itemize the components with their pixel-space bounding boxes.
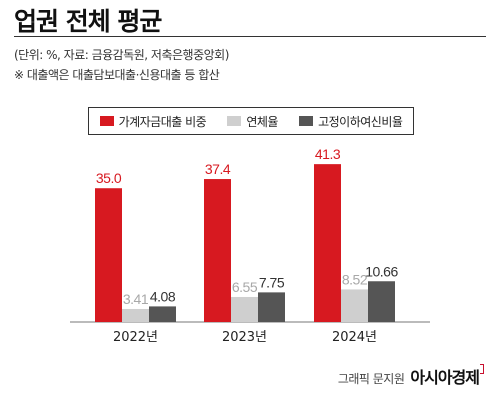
legend-swatch-delinquency — [227, 116, 242, 126]
value-label-delinquency-2: 8.52 — [342, 271, 368, 287]
legend-label-delinquency: 연체율 — [246, 114, 278, 129]
credit-line: 그래픽 문지원 아시아경제 — [338, 364, 484, 388]
bar-substandard-2 — [368, 281, 395, 322]
legend-label-household-loan: 가계자금대출 비중 — [118, 114, 207, 129]
bar-household-loan-2 — [314, 164, 341, 322]
value-label-household-loan-0: 35.0 — [96, 170, 122, 186]
legend-swatch-substandard — [299, 116, 314, 126]
legend-swatch-household-loan — [99, 116, 114, 126]
title-rule — [14, 36, 486, 37]
value-label-delinquency-1: 6.55 — [232, 279, 258, 295]
bar-household-loan-0 — [95, 188, 122, 322]
legend-label-substandard: 고정이하여신비율 — [318, 114, 403, 129]
bar-substandard-1 — [258, 292, 285, 322]
value-label-household-loan-1: 37.4 — [205, 161, 231, 177]
note-line: ※ 대출액은 대출담보대출·신용대출 등 합산 — [14, 68, 220, 82]
value-label-household-loan-2: 41.3 — [315, 146, 341, 162]
value-label-delinquency-0: 3.41 — [123, 291, 149, 307]
x-tick-label-1: 2023년 — [222, 330, 267, 345]
bar-delinquency-2 — [341, 289, 368, 322]
bar-delinquency-0 — [122, 308, 149, 322]
chart-title: 업권 전체 평균 — [14, 7, 162, 36]
bar-substandard-0 — [149, 306, 176, 322]
x-tick-label-2: 2024년 — [332, 330, 377, 345]
bar-household-loan-1 — [204, 179, 231, 322]
legend-item-substandard: 고정이하여신비율 — [299, 113, 403, 130]
chart-legend: 가계자금대출 비중 연체율 고정이하여신비율 — [88, 107, 414, 135]
x-tick-label-0: 2022년 — [113, 330, 158, 345]
logo-mark-icon — [480, 364, 484, 374]
publisher-logo: 아시아경제 — [410, 364, 484, 388]
legend-item-household-loan: 가계자금대출 비중 — [99, 113, 207, 130]
publisher-name: 아시아경제 — [410, 368, 480, 387]
value-label-substandard-2: 10.66 — [365, 263, 398, 279]
bar-delinquency-1 — [231, 296, 258, 322]
value-label-substandard-0: 4.08 — [150, 288, 176, 304]
legend-item-delinquency: 연체율 — [227, 113, 278, 130]
graphic-credit: 그래픽 문지원 — [337, 372, 405, 386]
unit-source-line: (단위: %, 자료: 금융감독원, 저축은행중앙회) — [14, 48, 229, 62]
value-label-substandard-1: 7.75 — [259, 274, 285, 290]
